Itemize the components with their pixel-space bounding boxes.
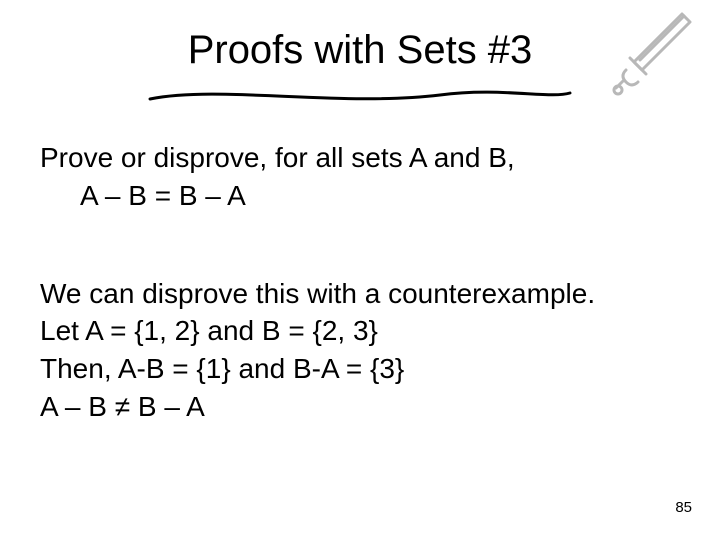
statement-line: A – B = B – A	[40, 177, 680, 215]
slide-title: Proofs with Sets #3	[40, 28, 680, 73]
spacer	[40, 215, 680, 275]
then-line: Then, A-B = {1} and B-A = {3}	[40, 350, 680, 388]
prompt-line: Prove or disprove, for all sets A and B,	[40, 139, 680, 177]
disprove-intro: We can disprove this with a counterexamp…	[40, 275, 680, 313]
title-underline	[140, 81, 580, 111]
conclusion-line: A – B ≠ B – A	[40, 388, 680, 426]
sword-icon	[612, 8, 702, 98]
page-number: 85	[675, 499, 692, 516]
slide-container: Proofs with Sets #3 Prove or disprove, f…	[0, 0, 720, 540]
let-line: Let A = {1, 2} and B = {2, 3}	[40, 312, 680, 350]
